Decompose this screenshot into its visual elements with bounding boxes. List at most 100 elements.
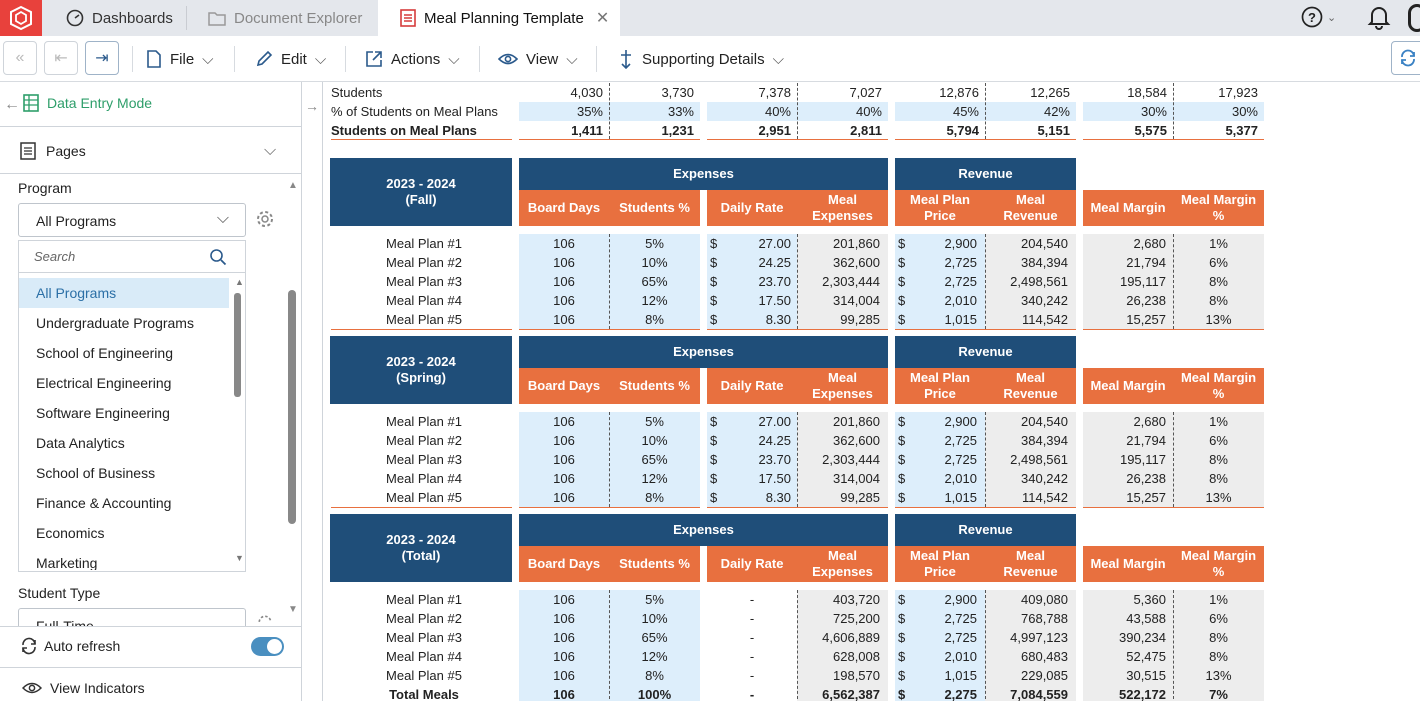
dropdown-scroll-up[interactable]: ▲: [235, 277, 244, 287]
daily-rate-header: Daily Rate: [720, 556, 784, 571]
dropdown-option[interactable]: School of Engineering: [36, 345, 173, 361]
help-menu[interactable]: ? ⌄: [1301, 6, 1336, 28]
expand-arrow-icon[interactable]: →: [305, 98, 319, 114]
view-menu[interactable]: View ⌵: [498, 44, 578, 74]
cell-fill: [609, 234, 610, 329]
view-indicators[interactable]: View Indicators: [22, 680, 145, 696]
meal-expenses-cell: 314,004: [833, 293, 880, 308]
top-row-value: 5,575: [1134, 123, 1167, 138]
tab-meal-planning-template[interactable]: Meal Planning Template ✕: [378, 0, 620, 36]
currency-symbol: $: [898, 490, 906, 505]
meal-expenses-cell: 198,570: [833, 668, 880, 683]
meal-margin-pct-cell: 8%: [1209, 630, 1228, 645]
gear-icon[interactable]: [256, 613, 274, 622]
dropdown-scrollbar[interactable]: [234, 293, 241, 397]
col-header-group: [1083, 546, 1264, 582]
dropdown-option[interactable]: Undergraduate Programs: [36, 315, 194, 331]
students-pct-cell: 12%: [641, 471, 668, 486]
col-header-group: [707, 546, 888, 582]
cube-logo-icon: [10, 5, 32, 31]
currency-symbol: $: [710, 293, 718, 308]
scroll-up-icon[interactable]: ▲: [288, 180, 298, 191]
students-pct-cell: 8%: [645, 312, 664, 327]
meal-expenses-cell: 362,600: [833, 433, 880, 448]
edit-menu[interactable]: Edit ⌵: [255, 44, 326, 74]
row-label: Meal Plan #5: [386, 668, 462, 683]
dropdown-option[interactable]: Marketing: [36, 555, 98, 570]
forward-button[interactable]: ⇥: [85, 41, 119, 75]
daily-rate-cell: 23.70: [758, 452, 791, 467]
cell-fill: [895, 329, 1076, 330]
dropdown-option[interactable]: Software Engineering: [36, 405, 170, 421]
dropdown-option[interactable]: Data Analytics: [36, 435, 125, 451]
meal-margin-pct-cell: 8%: [1209, 471, 1228, 486]
currency-symbol: $: [898, 236, 906, 251]
refresh-button[interactable]: [1391, 41, 1420, 75]
pages-selector[interactable]: Pages: [20, 142, 86, 160]
dropdown-search[interactable]: Search: [19, 241, 245, 273]
dropdown-option[interactable]: All Programs: [19, 278, 229, 308]
cell-fill: [895, 102, 985, 121]
dropdown-option[interactable]: School of Business: [36, 465, 156, 481]
daily-rate-cell: 24.25: [758, 433, 791, 448]
meal-margin-cell: 30,515: [1126, 668, 1166, 683]
dropdown-option[interactable]: Finance & Accounting: [36, 495, 172, 511]
collapse-arrow-icon[interactable]: ←: [4, 96, 20, 113]
panel-splitter[interactable]: →: [302, 82, 322, 701]
meal-margin-pct-cell: 1%: [1209, 592, 1228, 607]
meal-expenses-cell: 4,606,889: [822, 630, 880, 645]
close-icon[interactable]: ✕: [595, 10, 610, 27]
board-days-cell: 106: [553, 687, 575, 701]
board-days-cell: 106: [553, 630, 575, 645]
dropdown-scroll-down[interactable]: ▼: [235, 553, 244, 563]
meal-expenses-cell: 403,720: [833, 592, 880, 607]
supporting-details-menu[interactable]: Supporting Details ⌵: [618, 44, 784, 74]
dropdown-option[interactable]: Electrical Engineering: [36, 375, 172, 391]
cell-fill: [1173, 234, 1174, 329]
sidebar-scrollbar[interactable]: [288, 290, 296, 524]
search-input[interactable]: Search: [34, 249, 76, 264]
data-entry-mode[interactable]: Data Entry Mode: [23, 94, 152, 112]
daily-rate-cell: 17.50: [758, 471, 791, 486]
app-logo[interactable]: [0, 0, 42, 36]
cell-fill: [609, 83, 610, 139]
first-page-button[interactable]: «: [3, 41, 37, 75]
section-title: 2023 - 2024 (Fall): [330, 158, 512, 226]
meal-plan-price-cell: 2,010: [944, 471, 977, 486]
top-row-value: 30%: [1231, 104, 1258, 119]
help-icon: ?: [1301, 6, 1323, 28]
row-label: Meal Plan #5: [386, 312, 462, 327]
dropdown-option[interactable]: Economics: [36, 525, 105, 541]
scroll-down-icon[interactable]: ▼: [288, 604, 298, 615]
gear-icon[interactable]: [254, 208, 276, 235]
notifications-icon[interactable]: [1365, 3, 1393, 36]
meal-expenses-cell: 628,008: [833, 649, 880, 664]
meal-margin-cell: 390,234: [1119, 630, 1166, 645]
student-type-select[interactable]: Full-Time: [18, 608, 246, 626]
meal-plan-price-cell: 2,725: [944, 274, 977, 289]
meal-margin-cell: 21,794: [1126, 433, 1166, 448]
row-label: Meal Plan #5: [386, 490, 462, 505]
file-menu-label: File: [170, 50, 195, 68]
row-label: Students: [331, 85, 383, 100]
student-type-value: Full-Time: [36, 618, 94, 626]
tab-dashboards[interactable]: Dashboards: [66, 0, 173, 36]
pencil-icon: [256, 50, 273, 67]
back-button[interactable]: ⇤: [44, 41, 78, 75]
students-pct-cell: 12%: [641, 293, 668, 308]
row-label: Meal Plan #4: [386, 471, 462, 486]
chevron-down-icon[interactable]: ⌵: [264, 142, 277, 159]
tab-label: Document Explorer: [234, 9, 363, 27]
refresh-icon: [1401, 49, 1415, 67]
students-pct-cell: 8%: [645, 490, 664, 505]
user-avatar[interactable]: [1408, 4, 1420, 32]
tab-document-explorer[interactable]: Document Explorer: [208, 0, 362, 36]
row-label: Meal Plan #3: [386, 274, 462, 289]
cell-fill: [707, 234, 797, 329]
actions-menu[interactable]: Actions ⌵: [365, 44, 460, 74]
program-select[interactable]: All Programs ⌵: [18, 203, 246, 237]
cell-fill: [1083, 329, 1264, 330]
auto-refresh-toggle[interactable]: [251, 637, 284, 656]
daily-rate-cell: 17.50: [758, 293, 791, 308]
file-menu[interactable]: File ⌵: [146, 44, 214, 74]
